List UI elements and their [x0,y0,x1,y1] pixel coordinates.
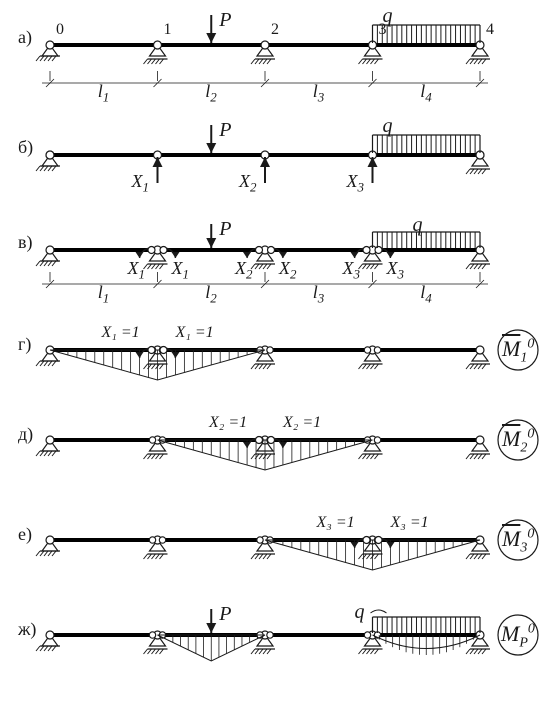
span-label: l4 [420,81,432,106]
redundant-X: X3 [347,171,365,196]
redundant-X: X1 [132,171,150,196]
unit-label: X₁ =1 [102,324,140,342]
node-label: 0 [56,21,64,39]
load-P: P [219,218,231,241]
diagram-label: M30 [502,526,534,556]
redundant-X: X3 [387,258,405,283]
row-label-b: б) [18,137,33,158]
span-label: l3 [313,282,325,307]
unit-label: X₂ =1 [209,414,247,432]
load-q: q [383,5,393,28]
unit-label: X₂ =1 [283,414,321,432]
load-q: q [413,214,423,237]
load-P: P [219,9,231,32]
node-label: 1 [164,21,172,39]
row-label-zh: ж) [18,619,36,640]
row-label-d: д) [18,424,33,445]
load-q: q [383,115,393,138]
row-label-g: г) [18,334,31,355]
redundant-X: X2 [239,171,257,196]
redundant-X: X2 [235,258,253,283]
load-q: q [355,601,365,624]
diagram-label: M10 [502,336,534,366]
unit-label: X₃ =1 [317,514,355,532]
unit-label: X₃ =1 [391,514,429,532]
load-P: P [219,603,231,626]
span-label: l1 [98,81,110,106]
row-label-e: е) [18,524,32,545]
redundant-X: X2 [279,258,297,283]
row-label-a: а) [18,27,32,48]
unit-label: X₁ =1 [176,324,214,342]
span-label: l3 [313,81,325,106]
span-label: l4 [420,282,432,307]
load-P: P [219,119,231,142]
redundant-X: X3 [343,258,361,283]
span-label: l2 [205,81,217,106]
node-label: 4 [486,21,494,39]
span-label: l2 [205,282,217,307]
span-label: l1 [98,282,110,307]
node-label: 2 [271,21,279,39]
diagram-label: M20 [502,426,534,456]
redundant-X: X1 [128,258,146,283]
diagram-label: MP0 [501,621,535,651]
row-label-v: в) [18,232,33,253]
redundant-X: X1 [172,258,190,283]
